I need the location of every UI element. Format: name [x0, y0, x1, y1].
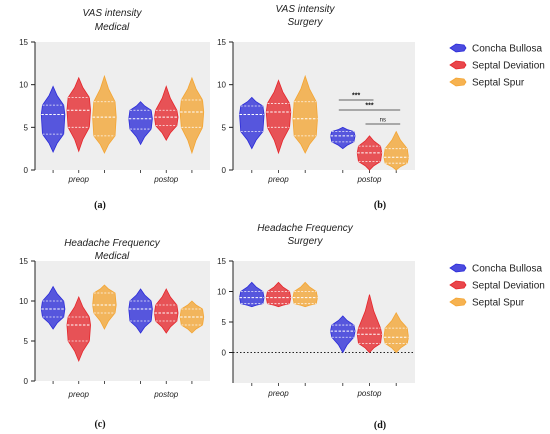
legend-swatch [449, 77, 467, 87]
legend-label: Septal Deviation [472, 281, 545, 292]
chart-panel-1: 0 5 10 15 preop postop VAS intensity Medical (a) [19, 8, 210, 211]
y-tick-label: 5 [222, 318, 227, 327]
legend-swatch [449, 60, 467, 70]
y-tick-label: 10 [217, 288, 226, 297]
y-tick-label: 0 [222, 166, 227, 175]
chart-panel-4: 0 5 10 15 preop postop Headache Frequency Surge… [217, 223, 415, 431]
panel-caption: (c) [94, 419, 105, 430]
group-label: preop [68, 175, 90, 184]
group-label: postop [153, 175, 179, 184]
y-tick-label: 5 [24, 123, 29, 132]
legend-label: Concha Bullosa [472, 264, 542, 275]
y-tick-label: 5 [24, 337, 29, 346]
y-tick-label: 15 [19, 257, 28, 266]
chart-panel-2: 0 5 10 15 preop postop VAS intensity Surgery (b)… [217, 4, 415, 211]
panel-caption: (d) [374, 420, 386, 431]
panel-caption: (b) [374, 200, 386, 211]
legend-swatch [449, 43, 467, 53]
y-tick-label: 15 [217, 257, 226, 266]
chart-title-line: Medical [95, 251, 130, 262]
panel-caption: (a) [94, 200, 106, 211]
y-tick-label: 0 [24, 166, 29, 175]
chart-title-line: Medical [95, 22, 130, 33]
group-label: postop [356, 175, 382, 184]
legend-swatch [449, 280, 467, 290]
y-tick-label: 10 [19, 81, 28, 90]
chart-title-line: Headache Frequency [257, 223, 354, 234]
y-tick-label: 0 [222, 349, 227, 358]
legend-2: Concha Bullosa Septal Deviation Septal Spu… [449, 263, 545, 309]
plot-area [233, 42, 415, 170]
y-tick-label: 0 [24, 377, 29, 386]
significance-label: *** [352, 93, 360, 100]
group-label: postop [153, 390, 179, 399]
legend-label: Septal Spur [472, 78, 525, 89]
y-tick-label: 15 [217, 38, 226, 47]
y-tick-label: 5 [222, 123, 227, 132]
legend-label: Concha Bullosa [472, 44, 542, 55]
legend-swatch [449, 263, 467, 273]
group-label: preop [68, 390, 90, 399]
chart-title-line: Surgery [287, 236, 323, 247]
legend-label: Septal Deviation [472, 61, 545, 72]
plot-area [233, 261, 415, 383]
legend-swatch [449, 297, 467, 307]
significance-label: ns [380, 118, 386, 124]
chart-title-line: VAS intensity [83, 8, 143, 19]
chart-title-line: Headache Frequency [64, 238, 161, 249]
y-tick-label: 15 [19, 38, 28, 47]
chart-title-line: VAS intensity [276, 4, 336, 15]
significance-label: *** [365, 103, 373, 110]
group-label: preop [267, 389, 289, 398]
y-tick-label: 10 [217, 81, 226, 90]
legend-label: Septal Spur [472, 298, 525, 309]
chart-panel-3: 0 5 10 15 preop postop Headache Frequency Medic… [19, 238, 210, 430]
group-label: postop [356, 389, 382, 398]
chart-title-line: Surgery [287, 17, 323, 28]
legend-1: Concha Bullosa Septal Deviation Septal Spu… [449, 43, 545, 89]
group-label: preop [267, 175, 289, 184]
y-tick-label: 10 [19, 297, 28, 306]
